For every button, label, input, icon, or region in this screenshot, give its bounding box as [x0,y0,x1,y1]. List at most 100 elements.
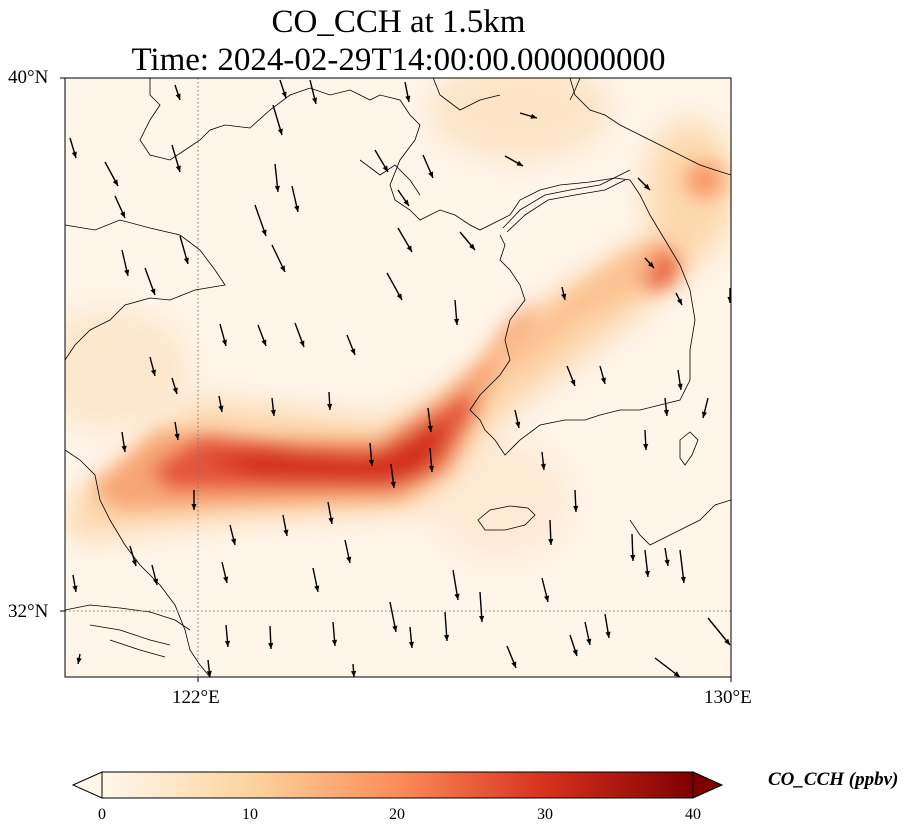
wind-arrowhead [218,405,224,412]
wind-arrowhead [390,481,396,488]
wind-arrowhead [516,160,523,166]
wind-arrowhead [643,183,650,190]
wind-arrowhead [428,465,435,472]
wind-arrowhead [479,615,485,622]
wind-arrowhead [663,409,669,416]
wind-arrowhead [328,517,334,524]
colorbar-tick-30: 30 [537,806,553,823]
coastlines [65,78,731,677]
wind-arrowhead [261,339,267,346]
wind-arrowhead [270,409,276,416]
wind-arrowhead [515,421,521,428]
wind-arrowhead [727,297,731,303]
colorbar-tick-10: 10 [242,806,258,823]
gridlines [65,78,731,677]
map-area [65,78,731,677]
wind-arrowhead [664,559,670,566]
wind-arrowhead [408,641,415,648]
map-title: CO_CCH at 1.5km [271,4,526,40]
wind-arrowhead [368,459,375,466]
colorbar-tick-20: 20 [389,806,405,823]
colorbar-tick-40: 40 [685,806,701,823]
wind-arrowhead [281,91,287,98]
wind-arrowhead [153,578,159,585]
wind-arrowhead [221,339,227,346]
wind-arrowhead [648,261,654,268]
wind-arrowhead [561,293,567,300]
lon-label-122: 122°E [172,687,220,708]
wind-arrowhead [396,293,402,300]
wind-arrowhead [223,576,229,583]
wind-arrowhead [630,554,636,561]
wind-arrowhead [724,638,730,645]
wind-arrowhead [277,128,283,135]
wind-arrowhead [443,634,450,641]
wind-arrowhead [268,642,274,649]
wind-arrowhead [454,593,460,600]
wind-arrowhead [121,445,127,452]
wind-vectors [69,79,731,677]
wind-arrowhead [331,639,338,646]
wind-arrowhead [299,340,305,347]
wind-arrowhead [643,443,649,450]
wind-arrowhead [294,205,300,212]
map-time: Time: 2024-02-29T14:00:00.000000000 [131,42,666,78]
wind-arrowhead [231,538,237,545]
wind-arrowhead [701,411,707,418]
wind-arrowhead [314,585,320,592]
colorbar [71,771,724,799]
wind-arrowhead [570,379,576,386]
wind-arrowhead [283,529,289,536]
wind-arrowhead [175,93,181,100]
wind-arrowhead [428,171,433,178]
wind-arrowhead [124,269,130,276]
wind-arrowhead [677,383,683,390]
wind-arrowhead [572,649,578,656]
wind-arrowhead [327,403,333,410]
wind-arrowhead [346,556,352,563]
wind-arrowhead [406,245,412,252]
wind-arrowhead [548,538,554,545]
wind-arrowhead [120,211,125,218]
wind-arrowhead [680,576,686,583]
wind-arrowhead [469,243,475,250]
wind-arrowhead [453,318,460,325]
lon-label-130: 130°E [704,687,752,708]
wind-arrowhead [191,504,197,510]
wind-arrowhead [206,670,212,677]
wind-arrowhead [280,265,285,272]
wind-arrowhead [172,387,178,394]
co-plume [90,162,725,510]
wind-arrowhead [530,113,537,119]
map-frame [64,77,732,678]
wind-arrowhead [76,657,82,664]
wind-arrowhead [175,165,181,172]
wind-arrowhead [673,671,680,677]
wind-arrowhead [261,229,267,236]
wind-arrowhead [427,425,433,432]
wind-arrowhead [112,179,118,186]
wind-arrowhead [392,625,398,632]
wind-arrowhead [540,463,546,470]
wind-arrowhead [573,505,579,512]
wind-arrowhead [174,433,180,440]
wind-arrowhead [403,199,409,206]
wind-arrowhead [405,95,411,102]
wind-arrowhead [544,595,550,602]
wind-arrowhead [224,640,231,647]
wind-arrowhead [150,288,156,295]
wind-arrowhead [644,570,650,577]
colorbar-label: CO_CCH (ppbv) [768,769,899,790]
wind-arrowhead [71,151,77,158]
wind-arrowhead [312,97,318,104]
colorbar-tick-0: 0 [98,806,106,823]
wind-arrowhead [350,670,357,677]
wind-arrowhead [676,298,682,305]
wind-arrowhead [150,369,156,376]
wind-arrowhead [600,377,606,384]
wind-arrowhead [274,185,280,192]
lat-label-32: 32°N [8,601,49,622]
wind-arrowhead [183,257,189,264]
wind-arrowhead [72,585,78,592]
